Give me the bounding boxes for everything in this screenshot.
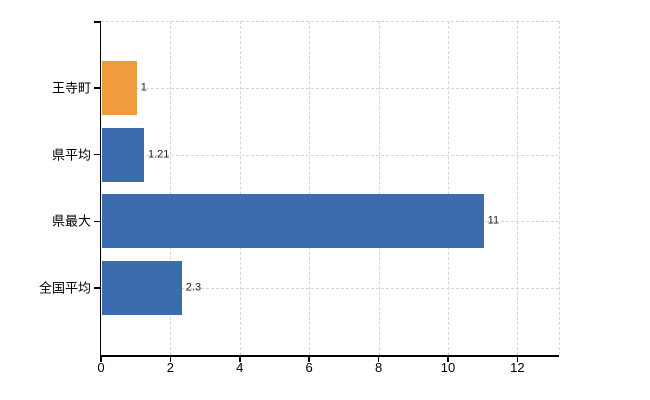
y-axis-end-tick: [93, 21, 100, 23]
bar: [102, 60, 137, 115]
bar-value-label: 1.21: [147, 148, 170, 161]
gridline-horizontal-top: [101, 21, 559, 22]
x-axis-tick-label: 8: [374, 360, 383, 375]
bar-value-label: 2.3: [185, 281, 202, 294]
plot-right-border: [559, 21, 560, 355]
y-axis-tick: [93, 287, 100, 289]
x-axis-tick-label: 12: [510, 360, 525, 375]
x-axis-line: [99, 355, 559, 357]
x-axis-tick-label: 2: [166, 360, 175, 375]
x-axis-tick: [169, 356, 172, 362]
x-axis-tick: [447, 356, 449, 362]
bar: [102, 261, 182, 316]
category-label: 王寺町: [51, 80, 91, 96]
y-axis-tick: [93, 87, 100, 89]
gridline-vertical: [239, 21, 241, 355]
bar: [102, 127, 144, 182]
gridline-vertical: [447, 21, 449, 355]
x-axis-tick-label: 0: [97, 360, 105, 375]
gridline-vertical: [517, 21, 519, 355]
x-axis-tick: [308, 356, 310, 362]
bar-value-label: 1: [140, 81, 147, 94]
x-axis-tick-label: 4: [236, 360, 244, 375]
gridline-horizontal: [101, 288, 559, 290]
y-axis-line: [99, 21, 101, 355]
category-label: 県最大: [51, 213, 91, 229]
gridline-horizontal: [101, 154, 559, 156]
gridline-vertical: [309, 21, 311, 355]
category-label: 全国平均: [38, 280, 91, 296]
category-label: 県平均: [51, 147, 91, 163]
x-axis-tick: [100, 356, 102, 362]
x-axis-tick: [239, 356, 241, 362]
x-axis-tick-label: 10: [440, 360, 456, 375]
bar-value-label: 11: [487, 214, 500, 227]
y-axis-tick: [93, 153, 100, 156]
x-axis-tick-label: 6: [305, 360, 313, 375]
gridline-vertical: [378, 21, 380, 355]
x-axis-tick: [377, 356, 380, 362]
x-axis-tick: [516, 356, 519, 362]
bar: [102, 194, 484, 249]
gridline-vertical: [170, 21, 172, 355]
y-axis-tick: [93, 220, 100, 223]
gridline-horizontal: [101, 87, 559, 89]
